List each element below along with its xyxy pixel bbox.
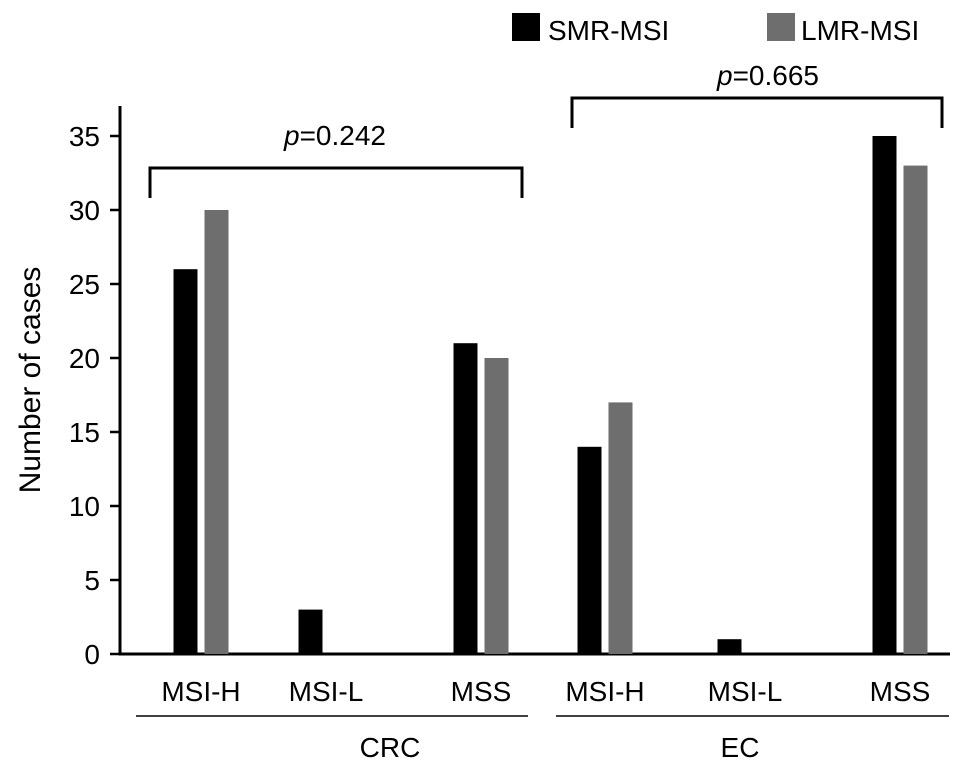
y-tick-label: 5 xyxy=(84,565,100,596)
bar xyxy=(204,210,229,654)
legend-label: SMR-MSI xyxy=(548,15,669,46)
bar xyxy=(577,446,602,654)
x-tick-label: MSI-L xyxy=(708,676,783,707)
p-value-label: p=0.242 xyxy=(283,120,386,151)
group-label: EC xyxy=(721,732,760,763)
bar xyxy=(608,402,633,654)
axes: 0 5 10 15 20 25 30 35 xyxy=(69,106,950,670)
legend: SMR-MSI LMR-MSI xyxy=(512,13,919,46)
x-tick-label: MSI-L xyxy=(289,676,364,707)
y-tick-label: 10 xyxy=(69,491,100,522)
y-tick-label: 15 xyxy=(69,417,100,448)
bar xyxy=(717,639,742,654)
significance-bracket xyxy=(148,166,524,198)
legend-swatch xyxy=(767,13,795,41)
bar xyxy=(872,136,897,654)
y-axis-label: Number of cases xyxy=(14,267,47,494)
x-axis-labels: MSI-H MSI-L MSS CRC MSI-H MSI-L MSS EC xyxy=(136,676,949,763)
legend-swatch xyxy=(512,13,540,41)
bar xyxy=(298,609,323,654)
y-tick-label: 35 xyxy=(69,121,100,152)
bar xyxy=(484,358,509,654)
x-tick-label: MSI-H xyxy=(565,676,644,707)
y-tick-label: 0 xyxy=(84,639,100,670)
bar xyxy=(903,165,928,654)
legend-label: LMR-MSI xyxy=(801,15,919,46)
bar xyxy=(453,343,478,654)
x-tick-label: MSS xyxy=(451,676,512,707)
y-tick-label: 30 xyxy=(69,195,100,226)
p-value-label: p=0.665 xyxy=(716,60,819,91)
group-label: CRC xyxy=(360,732,421,763)
y-tick-label: 20 xyxy=(69,343,100,374)
y-tick-label: 25 xyxy=(69,269,100,300)
bars xyxy=(173,136,928,654)
bar xyxy=(173,269,198,654)
x-tick-label: MSS xyxy=(870,676,931,707)
x-tick-label: MSI-H xyxy=(161,676,240,707)
significance-bracket xyxy=(570,96,944,128)
significance-brackets: p=0.242 p=0.665 xyxy=(148,60,944,198)
